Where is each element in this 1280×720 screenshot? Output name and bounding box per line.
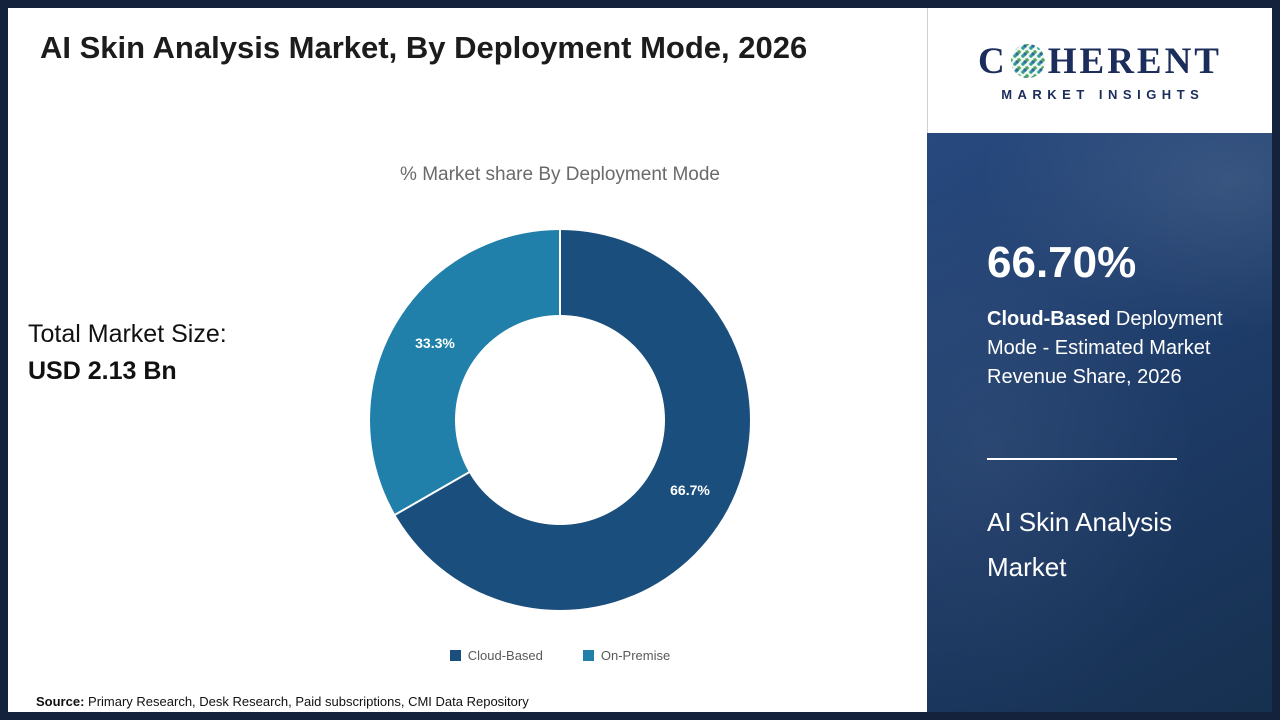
main-chart-area: AI Skin Analysis Market, By Deployment M… (8, 8, 927, 712)
stat-description-bold: Cloud-Based (987, 308, 1111, 330)
divider (987, 458, 1177, 460)
donut-chart-wrap: 66.7% 33.3% (370, 230, 750, 610)
legend-swatch (449, 650, 461, 661)
chart-legend: Cloud-Based On-Premise (360, 648, 760, 663)
infographic-page: AI Skin Analysis Market, By Deployment M… (8, 8, 1272, 712)
page-title: AI Skin Analysis Market, By Deployment M… (40, 30, 808, 65)
total-market-size: Total Market Size: USD 2.13 Bn (28, 320, 227, 386)
slice-label-cloud: 66.7% (670, 482, 710, 498)
source-note: Source: Primary Research, Desk Research,… (36, 694, 529, 709)
legend-label-cloud: Cloud-Based (467, 648, 543, 663)
sidebar-blue-panel: 66.70% Cloud-Based Deployment Mode - Est… (927, 133, 1272, 712)
stat-description-rest: Deployment Mode - Estimated Market Reven… (987, 308, 1223, 388)
source-text: Primary Research, Desk Research, Paid su… (84, 694, 529, 709)
cmi-logo: C HERENT MARKET INSIGHTS (927, 8, 1272, 133)
donut-chart: 66.7% 33.3% (370, 230, 750, 610)
stat-description: Cloud-Based Deployment Mode - Estimated … (987, 305, 1245, 392)
logo-letter-c: C (978, 40, 1008, 82)
legend-item-cloud: Cloud-Based (449, 648, 543, 663)
chart-subtitle: % Market share By Deployment Mode (400, 164, 720, 185)
legend-label-onpremise: On-Premise (600, 648, 671, 663)
stat-value: 66.70% (987, 238, 1137, 287)
total-market-size-label: Total Market Size: (28, 320, 227, 348)
slice-label-onpremise: 33.3% (415, 335, 455, 351)
sidebar: C HERENT MARKET INSIGHTS 66.70% Cloud-Ba… (927, 8, 1272, 712)
legend-item-onpremise: On-Premise (582, 648, 671, 663)
logo-letters-rest: HERENT (1047, 40, 1222, 82)
cmi-logo-wordmark: C HERENT (978, 40, 1222, 83)
source-label: Source: (36, 694, 85, 709)
sidebar-market-title: AI Skin Analysis Market (987, 507, 1172, 582)
donut-hole (455, 315, 665, 525)
logo-subtitle: MARKET INSIGHTS (1001, 86, 1205, 102)
globe-icon (1010, 44, 1045, 78)
legend-swatch (582, 650, 594, 661)
total-market-size-value: USD 2.13 Bn (28, 357, 177, 385)
